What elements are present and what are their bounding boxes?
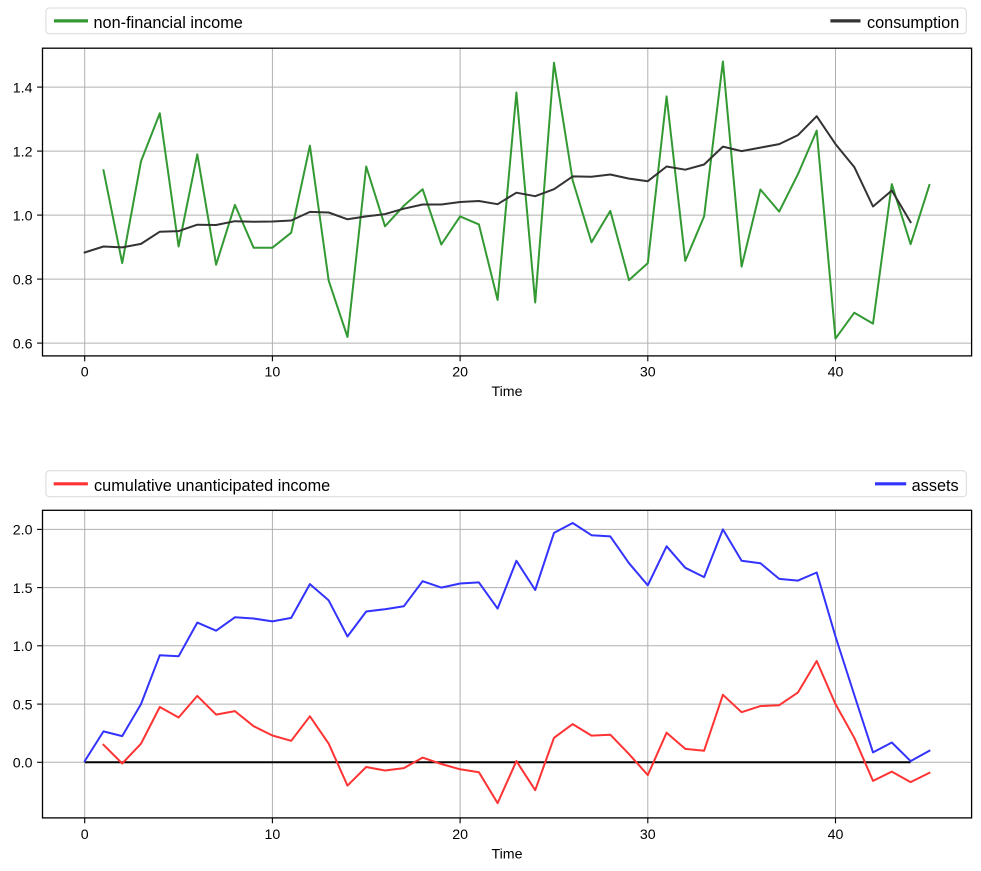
svg-text:1.5: 1.5 [13, 581, 33, 597]
svg-text:Time: Time [491, 384, 522, 400]
svg-text:10: 10 [265, 827, 281, 843]
svg-text:2.0: 2.0 [13, 523, 33, 539]
svg-text:consumption: consumption [867, 14, 959, 32]
svg-text:1.2: 1.2 [13, 144, 33, 160]
svg-text:0: 0 [81, 364, 89, 380]
svg-text:0.8: 0.8 [13, 272, 33, 288]
svg-text:30: 30 [640, 364, 656, 380]
svg-text:1.0: 1.0 [13, 208, 33, 224]
svg-text:20: 20 [452, 364, 468, 380]
svg-text:cumulative unanticipated incom: cumulative unanticipated income [94, 477, 330, 495]
svg-text:40: 40 [828, 364, 844, 380]
svg-text:0.6: 0.6 [13, 336, 33, 352]
svg-text:40: 40 [828, 827, 844, 843]
svg-text:0.5: 0.5 [13, 697, 33, 713]
svg-text:30: 30 [640, 827, 656, 843]
svg-text:non-financial income: non-financial income [94, 14, 243, 32]
svg-text:assets: assets [912, 477, 959, 495]
svg-text:1.0: 1.0 [13, 639, 33, 655]
svg-text:Time: Time [491, 846, 522, 862]
svg-text:0.0: 0.0 [13, 756, 33, 772]
svg-text:10: 10 [265, 364, 281, 380]
svg-text:0: 0 [81, 827, 89, 843]
svg-text:20: 20 [452, 827, 468, 843]
svg-text:1.4: 1.4 [13, 80, 33, 96]
